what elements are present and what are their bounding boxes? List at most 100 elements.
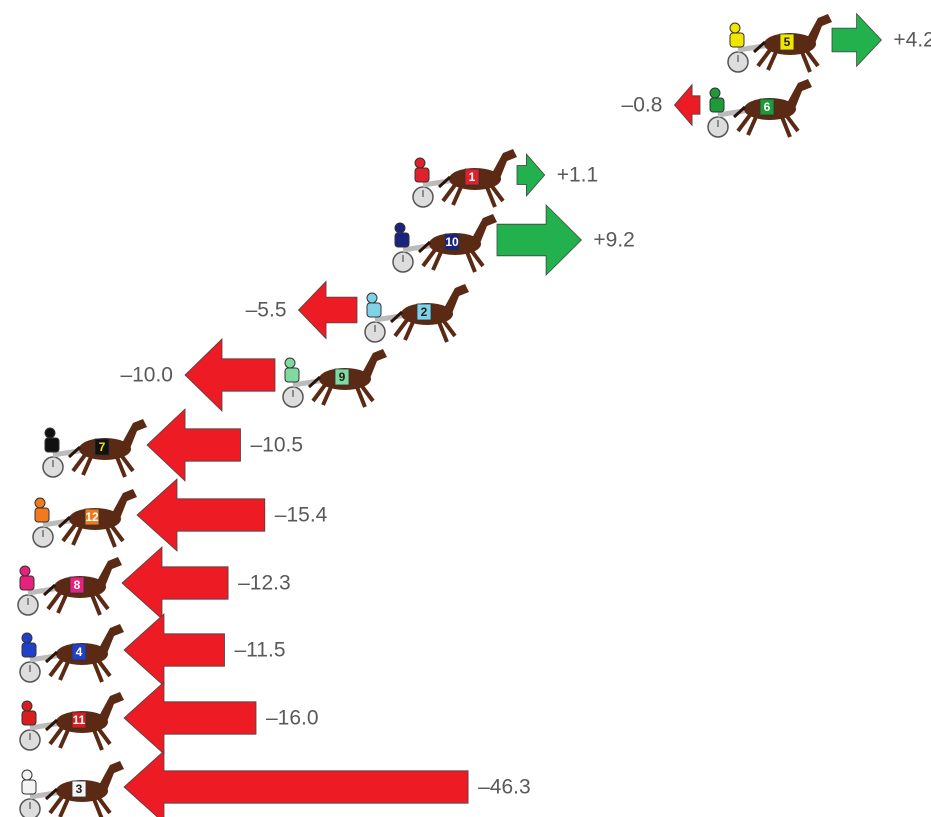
arrow bbox=[123, 681, 257, 755]
horse-number: 10 bbox=[445, 235, 459, 249]
value-label: –15.4 bbox=[275, 504, 328, 527]
horse-number: 12 bbox=[85, 510, 99, 524]
arrow bbox=[297, 280, 358, 340]
value-label: +1.1 bbox=[557, 164, 598, 187]
horse-tail bbox=[752, 40, 767, 54]
horse-legs bbox=[46, 591, 110, 616]
driver-body bbox=[729, 32, 745, 48]
horse-tail bbox=[732, 105, 747, 119]
driver-head bbox=[729, 22, 741, 34]
horse: 11 bbox=[19, 692, 124, 751]
horse-number: 8 bbox=[74, 578, 81, 592]
saddle-cloth bbox=[444, 233, 460, 251]
horse-neck bbox=[806, 14, 832, 46]
driver-head bbox=[394, 222, 406, 234]
horse: 12 bbox=[32, 489, 137, 548]
horse-number: 11 bbox=[73, 713, 86, 727]
horse-number: 5 bbox=[784, 35, 791, 49]
horse: 2 bbox=[364, 284, 469, 343]
horse-neck bbox=[361, 349, 387, 381]
value-label: –12.3 bbox=[238, 572, 291, 595]
horse-legs bbox=[48, 795, 112, 817]
horse-legs bbox=[393, 318, 457, 343]
arrow bbox=[184, 338, 276, 412]
horse-tail bbox=[437, 175, 452, 189]
horse-legs bbox=[48, 658, 112, 683]
driver-body bbox=[19, 575, 35, 591]
driver-head bbox=[21, 769, 33, 781]
value-label: +9.2 bbox=[593, 229, 634, 252]
arrow bbox=[123, 613, 225, 687]
arrow bbox=[146, 408, 241, 482]
horse: 4 bbox=[19, 624, 124, 683]
value-label: +4.2 bbox=[893, 29, 931, 52]
horse-neck bbox=[111, 489, 137, 521]
saddle-cloth bbox=[779, 33, 795, 51]
horse-tail bbox=[67, 445, 82, 459]
driver-body bbox=[414, 167, 430, 183]
horse: 3 bbox=[19, 761, 124, 817]
horse-tail bbox=[57, 515, 72, 529]
horse-neck bbox=[471, 214, 497, 246]
value-label: –0.8 bbox=[622, 94, 663, 117]
horse-legs bbox=[441, 183, 505, 208]
horse-tail bbox=[44, 787, 59, 801]
saddle-cloth bbox=[94, 438, 110, 456]
horse: 10 bbox=[392, 214, 497, 273]
driver-body bbox=[284, 367, 300, 383]
driver-head bbox=[284, 357, 296, 369]
value-label: –11.5 bbox=[235, 639, 286, 662]
horse-number: 6 bbox=[764, 100, 771, 114]
saddle-cloth bbox=[71, 711, 87, 729]
horse: 6 bbox=[707, 79, 812, 138]
horse-legs bbox=[311, 383, 375, 408]
driver-head bbox=[44, 427, 56, 439]
horse-legs bbox=[71, 453, 135, 478]
horse-number: 1 bbox=[469, 170, 476, 184]
value-label: –16.0 bbox=[266, 707, 319, 730]
horse-legs bbox=[421, 248, 485, 273]
horse: 8 bbox=[17, 557, 122, 616]
value-label: –5.5 bbox=[246, 299, 287, 322]
driver-body bbox=[709, 97, 725, 113]
horse-legs bbox=[61, 523, 125, 548]
saddle-cloth bbox=[71, 643, 87, 661]
arrow bbox=[123, 750, 469, 817]
driver-head bbox=[366, 292, 378, 304]
driver-body bbox=[21, 710, 37, 726]
horse: 1 bbox=[412, 149, 517, 208]
horse-legs bbox=[48, 726, 112, 751]
saddle-cloth bbox=[759, 98, 775, 116]
saddle-cloth bbox=[84, 508, 100, 526]
arrow bbox=[831, 12, 882, 68]
horse-tail bbox=[42, 583, 57, 597]
driver-body bbox=[21, 779, 37, 795]
arrow bbox=[673, 83, 701, 127]
horse-number: 9 bbox=[339, 370, 346, 384]
horse-legs bbox=[756, 48, 820, 73]
horse-tail bbox=[44, 718, 59, 732]
driver-head bbox=[34, 497, 46, 509]
value-label: –10.0 bbox=[120, 364, 173, 387]
horse-number: 3 bbox=[76, 782, 83, 796]
horse-neck bbox=[491, 149, 517, 181]
horse-number: 2 bbox=[421, 305, 428, 319]
horse-neck bbox=[786, 79, 812, 111]
saddle-cloth bbox=[416, 303, 432, 321]
horse-tail bbox=[44, 650, 59, 664]
horse: 7 bbox=[42, 419, 147, 478]
driver-body bbox=[366, 302, 382, 318]
driver-head bbox=[21, 700, 33, 712]
horse: 9 bbox=[282, 349, 387, 408]
arrow bbox=[516, 153, 546, 197]
horse-neck bbox=[443, 284, 469, 316]
saddle-cloth bbox=[464, 168, 480, 186]
arrow bbox=[136, 478, 266, 552]
horse-tail bbox=[389, 310, 404, 324]
saddle-cloth bbox=[71, 780, 87, 798]
horse-number: 7 bbox=[99, 440, 106, 454]
horse-neck bbox=[96, 557, 122, 589]
value-label: –10.5 bbox=[251, 434, 304, 457]
horse-number: 4 bbox=[76, 645, 83, 659]
